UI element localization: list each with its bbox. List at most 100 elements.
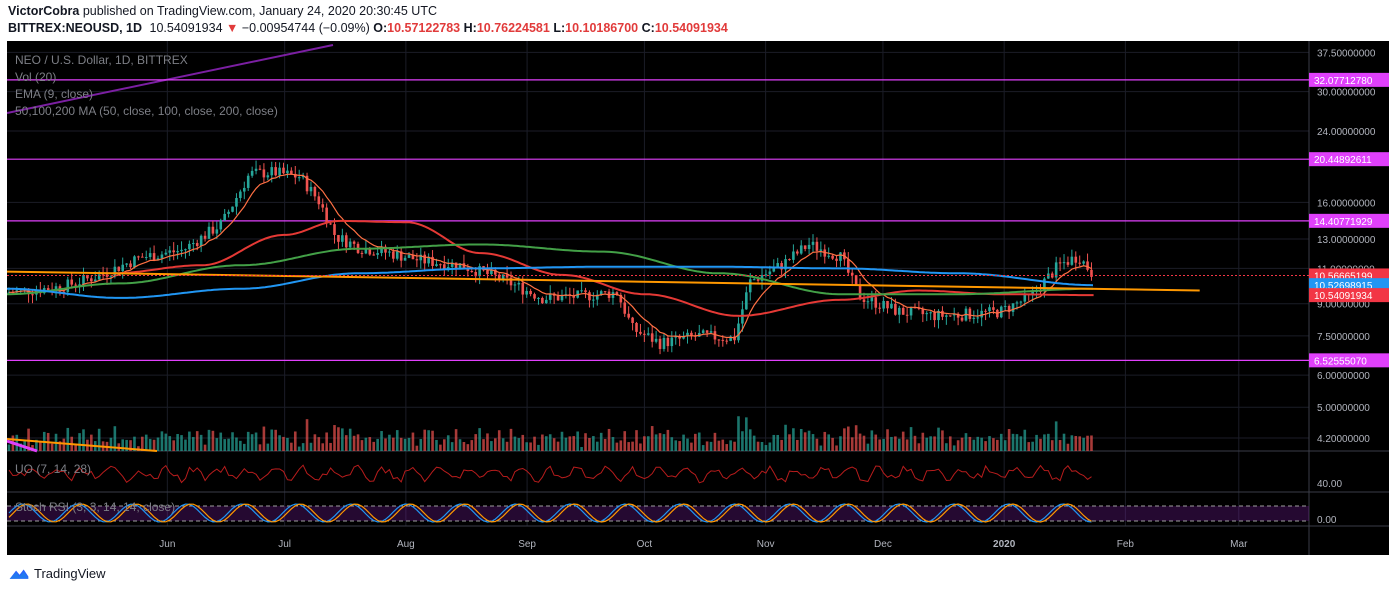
volume-bar [219, 432, 223, 451]
volume-bar [670, 437, 674, 451]
volume-bar [478, 428, 481, 451]
volume-bar [282, 436, 285, 451]
volume-bar [1031, 441, 1034, 451]
candle-body [619, 294, 623, 303]
volume-bar [674, 440, 678, 451]
volume-bar [717, 440, 721, 451]
candle-body [450, 262, 454, 267]
stoch-rsi-legend[interactable]: Stoch RSI (3, 3, 14, 14, close) [15, 500, 176, 514]
volume-bar [270, 429, 274, 451]
candle-body [788, 259, 791, 261]
candle-body [1031, 291, 1034, 294]
volume-bar [215, 438, 219, 451]
stoch-tick-label: 0.00 [1317, 515, 1337, 526]
price-axis-label[interactable] [1309, 288, 1389, 303]
descending-trendline[interactable] [7, 270, 1200, 292]
symbol-line: BITTREX:NEOUSD, 1D 10.54091934 ▼ −0.0095… [8, 20, 1388, 37]
publisher-name[interactable]: VictorCobra [8, 4, 80, 18]
candle-body [329, 223, 332, 225]
volume-bar [937, 427, 940, 451]
candle-body [1082, 261, 1085, 264]
volume-bar [141, 436, 144, 451]
candle-body [344, 235, 348, 248]
candle-body [784, 259, 787, 270]
volume-bar [392, 437, 395, 451]
volume-bar [776, 434, 780, 451]
price-axis-label[interactable] [1309, 213, 1389, 228]
low-value: 10.10186700 [565, 21, 639, 35]
ema-legend[interactable]: EMA (9, close) [15, 87, 94, 101]
candle-body [462, 263, 466, 269]
volume-legend[interactable]: Vol (20) [15, 70, 57, 84]
chart-canvas[interactable]: 40.00 0.00 37.50000000 30.00000000 24.000000… [7, 41, 1389, 555]
volume-bar [878, 439, 881, 451]
volume-bar [737, 416, 740, 451]
candle-body [388, 251, 391, 253]
volume-bar [921, 432, 925, 451]
volume-bar [603, 438, 607, 451]
volume-bar [227, 438, 230, 451]
candle-body [1086, 261, 1089, 270]
candle-body [776, 263, 780, 268]
stoch-d-line[interactable] [8, 503, 1092, 523]
candle-body [662, 337, 666, 349]
candle-body [121, 264, 125, 272]
candle-body [882, 300, 885, 309]
candle-body [748, 279, 752, 293]
ma-line[interactable] [7, 243, 1093, 296]
candle-body [337, 234, 340, 242]
price-axis-label[interactable] [1309, 152, 1389, 167]
ema-9-line[interactable] [9, 173, 1092, 339]
candle-body [588, 292, 591, 301]
candle-body [141, 256, 144, 258]
chart-area[interactable]: 40.00 0.00 37.50000000 30.00000000 24.000000… [7, 41, 1389, 555]
candle-body [909, 307, 913, 316]
candle-body [1047, 273, 1050, 279]
volume-bar [172, 440, 175, 451]
volume-bar [615, 442, 619, 451]
candle-body [803, 245, 807, 249]
candle-body [584, 290, 587, 293]
candle-body [984, 310, 987, 312]
candle-body [490, 269, 493, 275]
price-axis-tick: 5.00000000 [1317, 403, 1370, 414]
price-axis-label[interactable] [1309, 353, 1389, 368]
price-axis-label[interactable] [1309, 72, 1389, 87]
uo-legend[interactable]: UO (7, 14, 28) [15, 462, 92, 476]
volume-bar [552, 438, 556, 451]
symbol-interval[interactable]: BITTREX:NEOUSD, 1D [8, 21, 143, 35]
ma-line[interactable] [7, 265, 1094, 299]
volume-bar [592, 436, 595, 451]
candle-body [46, 288, 50, 291]
uo-line[interactable] [8, 464, 1092, 484]
ma-line[interactable] [112, 219, 1094, 317]
candle-body [595, 294, 599, 300]
ma-legend[interactable]: 50,100,200 MA (50, close, 100, close, 20… [15, 104, 278, 118]
volume-bar [748, 429, 752, 451]
candle-body [690, 332, 693, 336]
volume-bar [435, 439, 438, 451]
volume-bar [643, 436, 646, 451]
tradingview-logo-icon[interactable] [8, 566, 30, 580]
candle-body [544, 299, 548, 304]
candle-body [297, 177, 301, 179]
candle-body [246, 175, 250, 188]
candle-body [109, 276, 113, 278]
footer-brand[interactable]: TradingView [34, 565, 106, 581]
time-axis-tick: Jul [278, 539, 291, 550]
volume-bar [760, 441, 764, 451]
candle-body [643, 333, 646, 335]
volume-bar [964, 433, 968, 451]
volume-bar [960, 437, 964, 451]
volume-bar [862, 435, 866, 451]
volume-bar [501, 438, 505, 451]
volume-trendline [7, 438, 158, 452]
volume-bar [1015, 434, 1019, 451]
volume-bar [894, 436, 897, 451]
candle-body [921, 308, 925, 315]
candle-body [133, 256, 136, 268]
candle-body [972, 317, 976, 319]
volume-bar [490, 441, 493, 451]
candle-body [658, 338, 662, 349]
volume-bar [313, 434, 317, 451]
